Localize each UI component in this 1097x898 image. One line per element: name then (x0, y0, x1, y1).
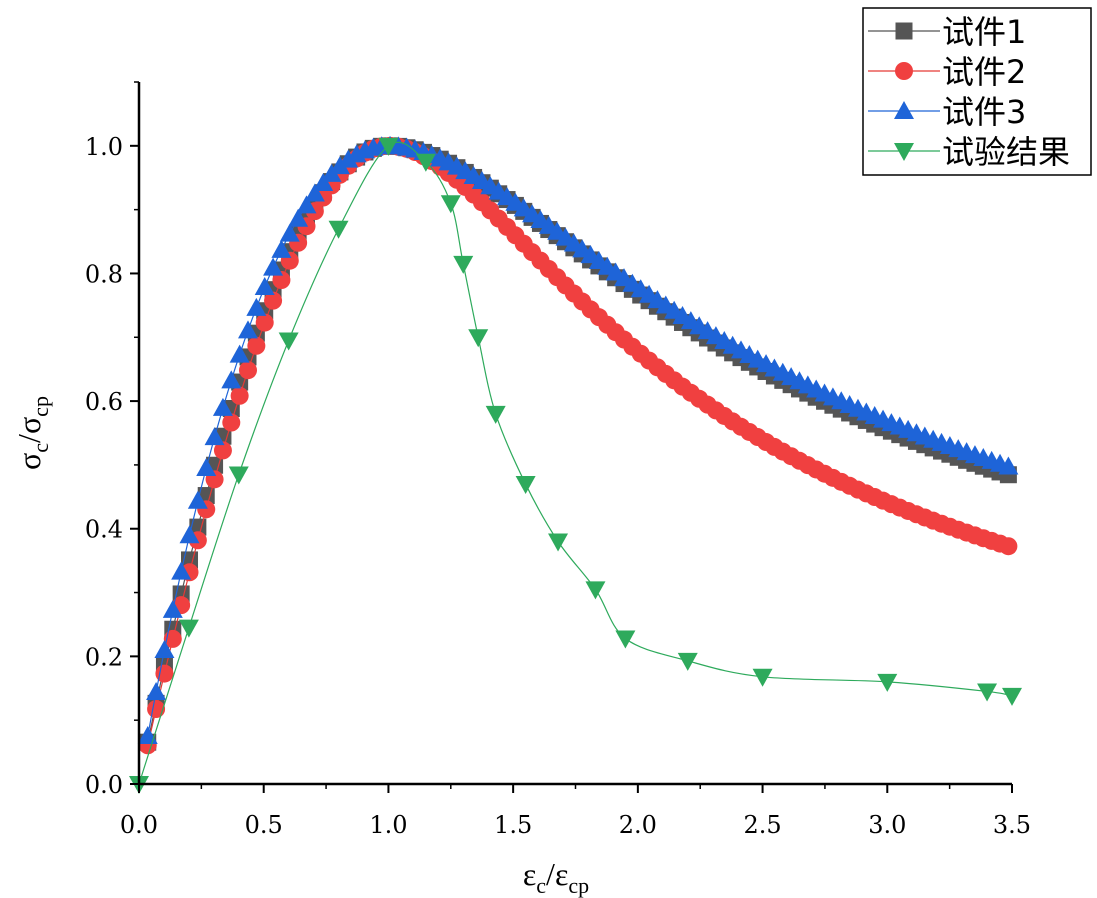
data-point (228, 466, 249, 485)
x-tick-label: 2.0 (619, 811, 657, 839)
x-tick-label: 2.5 (743, 811, 781, 839)
data-point (238, 320, 259, 339)
plot-area (129, 135, 1022, 794)
x-tick-label: 0.0 (120, 811, 158, 839)
data-point (155, 664, 174, 683)
y-ticks: 0.0 0.2 0.4 0.6 0.8 1.0 (85, 81, 139, 799)
data-point (998, 456, 1019, 475)
data-point (296, 195, 317, 214)
data-point (178, 619, 199, 638)
data-point (415, 153, 436, 172)
data-point (255, 313, 274, 332)
legend-label: 试验结果 (942, 133, 1070, 171)
data-point (230, 386, 249, 405)
data-point (877, 673, 898, 692)
data-point (999, 537, 1018, 556)
data-point (254, 276, 275, 295)
legend-marker (894, 101, 914, 119)
data-point (221, 370, 242, 389)
x-tick-label: 3.0 (868, 811, 906, 839)
x-tick-label: 1.0 (369, 811, 407, 839)
legend-label: 试件2 (942, 53, 1026, 91)
data-point (271, 239, 292, 258)
legend-marker (894, 143, 914, 161)
y-axis-title: σc/σcp (11, 396, 53, 470)
x-tick-label: 3.5 (993, 811, 1031, 839)
data-point (313, 173, 334, 192)
y-tick-label: 0.2 (85, 643, 123, 671)
data-point (304, 183, 325, 202)
data-point (1002, 687, 1022, 706)
series-line (147, 145, 1009, 743)
series-line (147, 145, 1009, 746)
series-3 (137, 135, 1019, 744)
data-point (239, 361, 258, 380)
data-point (204, 427, 225, 446)
y-tick-label: 0.4 (85, 516, 123, 544)
y-tick-label: 1.0 (85, 133, 123, 161)
data-point (196, 458, 217, 477)
legend-entry: 试件3 (868, 93, 1026, 131)
data-point (548, 533, 569, 552)
series-4 (129, 137, 1022, 794)
x-tick-label: 1.5 (494, 811, 532, 839)
data-point (515, 476, 536, 495)
data-point (752, 668, 773, 687)
data-point (247, 336, 266, 355)
legend-entry: 试验结果 (868, 133, 1070, 171)
legend-label: 试件1 (942, 13, 1026, 51)
data-point (378, 137, 399, 156)
legend-label: 试件3 (942, 93, 1026, 131)
data-point (213, 441, 232, 460)
data-point (485, 405, 506, 424)
data-point (163, 629, 182, 648)
data-point (585, 581, 606, 600)
data-point (212, 397, 233, 416)
x-axis-title: εc/εcp (523, 856, 589, 898)
legend-entry: 试件1 (868, 13, 1026, 51)
data-point (288, 208, 309, 227)
data-point (338, 149, 359, 168)
legend-marker (895, 22, 913, 40)
y-tick-label: 0.0 (85, 771, 123, 799)
data-point (279, 223, 300, 242)
data-point (229, 344, 250, 363)
data-point (146, 681, 167, 700)
data-point (162, 599, 183, 618)
series-2 (138, 136, 1018, 755)
series-1 (139, 137, 1017, 751)
data-point (187, 490, 208, 509)
data-point (171, 561, 192, 580)
data-point (977, 683, 998, 702)
data-point (222, 413, 241, 432)
data-point (677, 652, 698, 671)
data-point (246, 297, 267, 316)
data-point (615, 630, 636, 649)
data-point (328, 220, 349, 239)
series-line (147, 145, 1009, 737)
legend-marker (895, 62, 913, 80)
x-tick-label: 0.5 (245, 811, 283, 839)
x-ticks: 0.0 0.5 1.0 1.5 2.0 2.5 3.0 3.5 (120, 784, 1031, 839)
data-point (154, 639, 175, 658)
y-tick-label: 0.6 (85, 388, 123, 416)
data-point (264, 291, 283, 310)
legend-entry: 试件2 (868, 53, 1026, 91)
data-point (179, 525, 200, 544)
data-point (468, 329, 489, 348)
data-point (278, 332, 299, 351)
y-tick-label: 0.8 (85, 260, 123, 288)
data-point (263, 257, 284, 276)
data-point (453, 255, 474, 274)
data-point (440, 195, 461, 214)
